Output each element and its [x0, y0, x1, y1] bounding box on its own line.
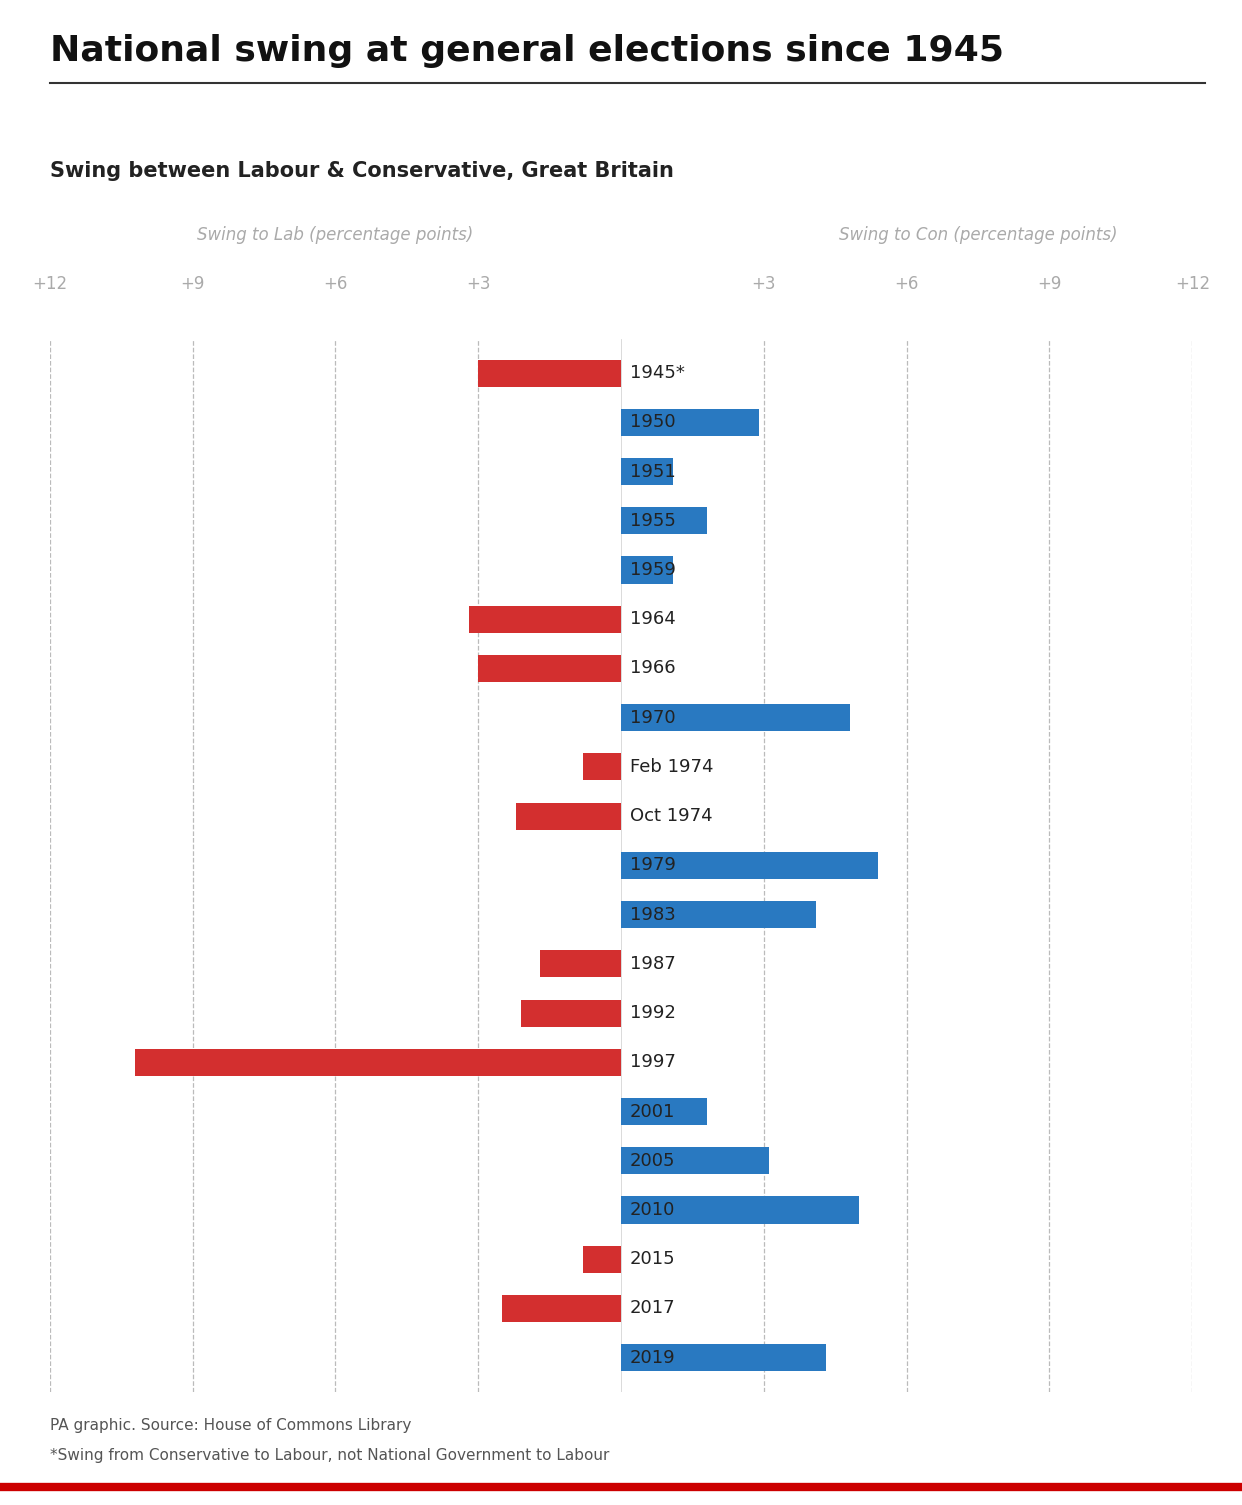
Bar	[621, 704, 850, 731]
Text: 2010: 2010	[630, 1201, 674, 1219]
Bar	[468, 605, 621, 632]
Text: Swing to Lab (percentage points): Swing to Lab (percentage points)	[197, 226, 473, 244]
Text: National swing at general elections since 1945: National swing at general elections sinc…	[50, 33, 1004, 68]
Text: 1964: 1964	[630, 610, 676, 628]
Text: 1992: 1992	[630, 1004, 676, 1022]
Text: +6: +6	[894, 275, 919, 293]
Text: 2015: 2015	[630, 1251, 676, 1269]
Text: Oct 1974: Oct 1974	[630, 807, 712, 825]
Bar	[135, 1049, 621, 1076]
Bar	[621, 1099, 707, 1126]
Bar	[621, 409, 759, 436]
Bar	[621, 1147, 769, 1174]
Text: Swing to Con (percentage points): Swing to Con (percentage points)	[838, 226, 1118, 244]
Bar	[582, 754, 621, 781]
Text: 1951: 1951	[630, 462, 676, 480]
Text: +9: +9	[1037, 275, 1062, 293]
Bar	[517, 802, 621, 829]
Text: 1955: 1955	[630, 512, 676, 530]
Text: *Swing from Conservative to Labour, not National Government to Labour: *Swing from Conservative to Labour, not …	[50, 1448, 609, 1463]
Text: Swing between Labour & Conservative, Great Britain: Swing between Labour & Conservative, Gre…	[50, 161, 673, 181]
Bar	[621, 507, 707, 534]
Bar	[621, 458, 673, 485]
Text: 1979: 1979	[630, 856, 676, 874]
Bar	[478, 655, 621, 682]
Bar	[621, 557, 673, 584]
Text: 1966: 1966	[630, 659, 676, 677]
Bar	[621, 1196, 859, 1224]
Text: Feb 1974: Feb 1974	[630, 759, 713, 777]
Bar	[522, 999, 621, 1026]
Text: +12: +12	[32, 275, 67, 293]
Text: 2005: 2005	[630, 1151, 676, 1169]
Bar	[478, 360, 621, 387]
Text: +12: +12	[1175, 275, 1210, 293]
Text: PA graphic. Source: House of Commons Library: PA graphic. Source: House of Commons Lib…	[50, 1418, 411, 1433]
Text: +3: +3	[751, 275, 776, 293]
Text: 1987: 1987	[630, 954, 676, 972]
Text: 1970: 1970	[630, 709, 676, 727]
Text: 1997: 1997	[630, 1054, 676, 1072]
Bar	[502, 1294, 621, 1321]
Text: 2019: 2019	[630, 1348, 676, 1367]
Bar	[621, 1344, 826, 1371]
Text: 2017: 2017	[630, 1299, 676, 1317]
Text: +6: +6	[323, 275, 348, 293]
Text: 1983: 1983	[630, 906, 676, 924]
Text: 1945*: 1945*	[630, 364, 684, 382]
Bar	[540, 950, 621, 977]
Bar	[621, 852, 878, 879]
Text: +3: +3	[466, 275, 491, 293]
Bar	[582, 1246, 621, 1273]
Bar	[621, 901, 816, 929]
Text: +9: +9	[180, 275, 205, 293]
Text: 1950: 1950	[630, 414, 676, 432]
Text: 2001: 2001	[630, 1103, 674, 1121]
Text: 1959: 1959	[630, 561, 676, 579]
